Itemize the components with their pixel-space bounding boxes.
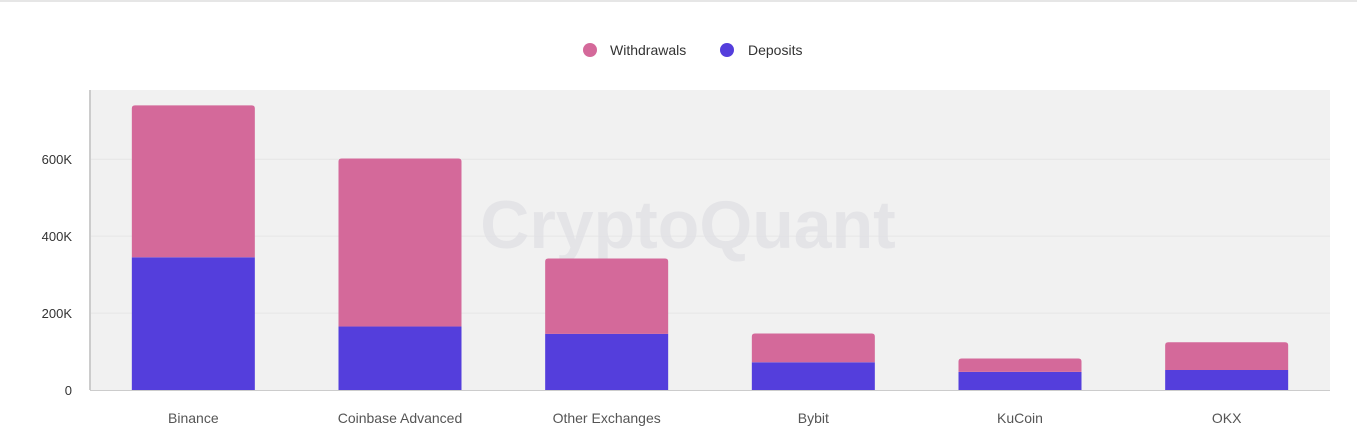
bars: [131, 105, 1289, 390]
x-tick-label: Other Exchanges: [553, 410, 661, 426]
legend-deposits-label[interactable]: Deposits: [748, 42, 802, 58]
bar-kucoin-deposits[interactable]: [958, 371, 1082, 390]
bar-kucoin-withdrawals[interactable]: [958, 358, 1082, 372]
x-tick-label: OKX: [1212, 410, 1242, 426]
bar-okx-deposits[interactable]: [1165, 370, 1289, 390]
bar-binance-deposits[interactable]: [131, 257, 255, 390]
legend-withdrawals-label[interactable]: Withdrawals: [610, 42, 686, 58]
x-tick-label: Bybit: [798, 410, 829, 426]
y-tick-label: 600K: [42, 152, 73, 167]
legend: Withdrawals Deposits: [583, 42, 802, 58]
gridlines: [90, 158, 1330, 314]
top-border: [0, 0, 1357, 2]
legend-withdrawals-marker[interactable]: [583, 43, 597, 57]
x-tick-label: Binance: [168, 410, 219, 426]
x-tick-label: KuCoin: [997, 410, 1043, 426]
bar-bybit-deposits[interactable]: [751, 362, 875, 390]
y-tick-label: 400K: [42, 229, 73, 244]
bar-binance-withdrawals[interactable]: [131, 105, 255, 258]
bar-other-exchanges-withdrawals[interactable]: [545, 258, 669, 334]
x-tick-label: Coinbase Advanced: [338, 410, 463, 426]
y-tick-label: 200K: [42, 306, 73, 321]
bar-coinbase-advanced-withdrawals[interactable]: [338, 158, 462, 327]
watermark: CryptoQuant: [480, 187, 896, 263]
y-tick-labels: 0 200K 400K 600K: [42, 152, 73, 398]
legend-deposits-marker[interactable]: [720, 43, 734, 57]
bar-coinbase-advanced-deposits[interactable]: [338, 326, 462, 390]
bar-other-exchanges-deposits[interactable]: [545, 333, 669, 390]
plot-area: [90, 90, 1330, 390]
x-tick-labels: Binance Coinbase Advanced Other Exchanges B…: [168, 410, 1242, 426]
bar-okx-withdrawals[interactable]: [1165, 342, 1289, 370]
bar-bybit-withdrawals[interactable]: [751, 333, 875, 363]
y-tick-label: 0: [65, 383, 72, 398]
